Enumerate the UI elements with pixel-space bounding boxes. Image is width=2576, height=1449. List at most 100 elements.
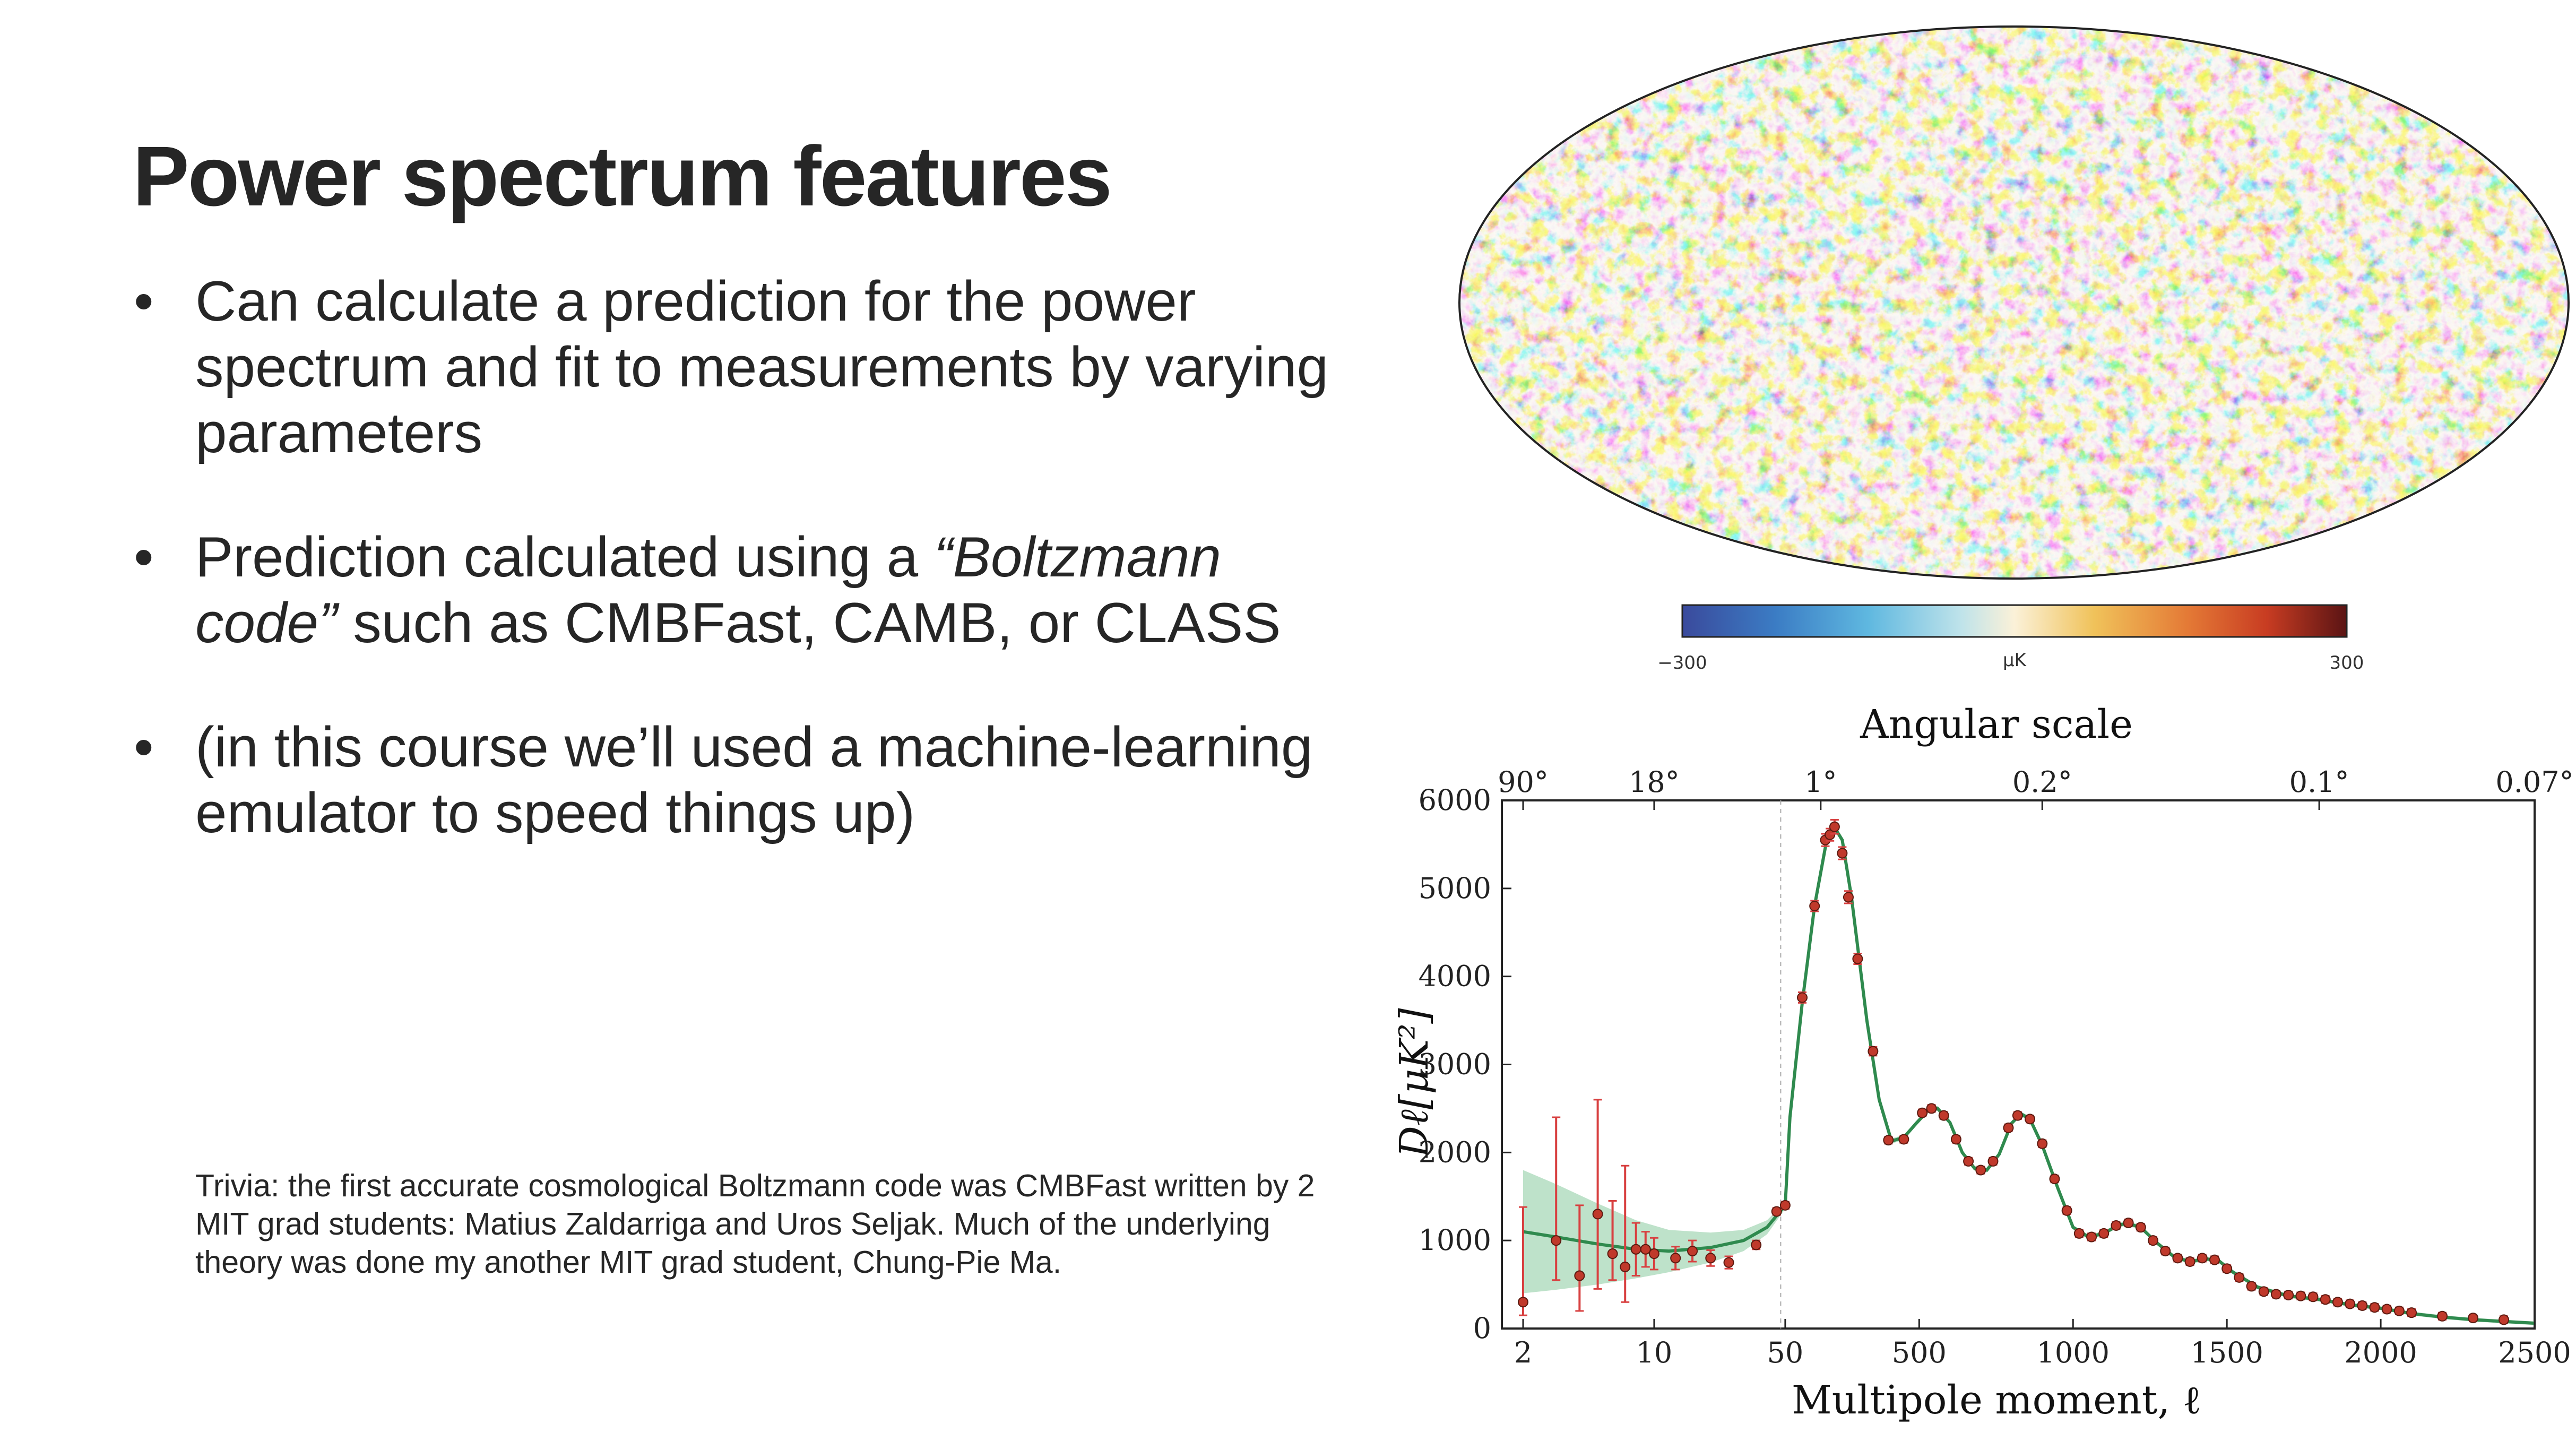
data-point [2049, 1174, 2060, 1185]
data-point [1640, 1244, 1651, 1255]
data-point [2123, 1218, 2134, 1228]
data-point [2332, 1297, 2343, 1308]
y-tick-label: 2000 [1419, 1135, 1491, 1169]
data-point [2283, 1289, 2294, 1300]
data-point [1837, 848, 1848, 859]
data-point [1797, 992, 1808, 1003]
colorbar-max-label: 300 [2330, 652, 2364, 674]
data-point [2160, 1246, 2171, 1257]
data-point [2499, 1314, 2510, 1325]
data-point [1926, 1103, 1937, 1114]
y-tick-label: 1000 [1419, 1223, 1491, 1257]
data-point [2270, 1289, 2281, 1300]
top-tick-label: 0.1° [2289, 765, 2349, 799]
data-point [1917, 1107, 1928, 1118]
x-tick-label: 2 [1514, 1336, 1532, 1369]
data-point [1592, 1209, 1603, 1220]
data-point [2061, 1205, 2072, 1216]
x-tick-label: 500 [1892, 1336, 1947, 1369]
data-point [1843, 892, 1854, 903]
bullet-text-1: Can calculate a prediction for the power… [195, 269, 1328, 464]
bullet-text-2a: Prediction calculated using a [195, 525, 934, 589]
data-point [2148, 1235, 2159, 1246]
top-tick-label: 0.2° [2012, 765, 2072, 799]
data-point [2307, 1291, 2319, 1303]
colorbar-unit-label: μK [2003, 650, 2027, 671]
data-point [2369, 1302, 2380, 1313]
data-point [1670, 1253, 1681, 1264]
colorbar-gradient [1681, 604, 2348, 638]
y-tick-label: 3000 [1419, 1048, 1491, 1081]
top-tick-label: 1° [1804, 765, 1837, 799]
data-point [2184, 1256, 2195, 1267]
data-point [2437, 1310, 2448, 1322]
data-point [1963, 1155, 1974, 1167]
y-tick-label: 0 [1473, 1312, 1491, 1345]
bullet-item-2: Prediction calculated using a “Boltzmann… [133, 524, 1353, 656]
data-point [2003, 1122, 2014, 1133]
slide-title: Power spectrum features [133, 128, 1112, 223]
bullet-item-1: Can calculate a prediction for the power… [133, 268, 1353, 465]
data-point [2197, 1253, 2208, 1264]
data-point [1852, 953, 1863, 964]
power-spectrum-chart: Angular scale Multipole moment, ℓ Dℓ[μK²… [1391, 702, 2574, 1423]
data-point [1825, 829, 1836, 840]
x-tick-label: 1000 [2037, 1336, 2110, 1369]
data-point [2320, 1294, 2331, 1305]
bullet-text-2-italic: “Boltzmann code” [195, 525, 1222, 654]
data-point [1751, 1239, 1762, 1250]
data-point [2295, 1290, 2306, 1301]
data-point [2172, 1253, 2183, 1264]
colorbar: −300 μK 300 [1657, 604, 2364, 674]
x-tick-label: 50 [1767, 1336, 1804, 1369]
y-tick-label: 4000 [1419, 960, 1491, 993]
x-tick-label: 10 [1636, 1336, 1673, 1369]
bullet-text-3: (in this course we’ll used a machine-lea… [195, 715, 1313, 844]
data-point [2234, 1272, 2245, 1283]
data-point [1518, 1297, 1528, 1308]
data-point [2073, 1228, 2085, 1239]
data-point [2345, 1298, 2356, 1309]
data-point [2468, 1313, 2479, 1324]
trivia-note: Trivia: the first accurate cosmological … [195, 1168, 1315, 1280]
data-point [2098, 1228, 2110, 1239]
data-point [2393, 1305, 2405, 1316]
y-axis-label: Dℓ[μK²] [1391, 1008, 1437, 1158]
data-point [1898, 1134, 1909, 1145]
y-tick-label: 6000 [1419, 783, 1491, 817]
top-tick-label: 18° [1629, 765, 1680, 799]
x-axis-label: Multipole moment, ℓ [1792, 1377, 2201, 1423]
data-point [1723, 1257, 1734, 1268]
x-tick-label: 2000 [2344, 1336, 2417, 1369]
chart-title: Angular scale [1860, 702, 2133, 747]
bullet-list: Can calculate a prediction for the power… [133, 268, 1353, 904]
bullet-text-2b: such as CMBFast, CAMB, or CLASS [337, 591, 1281, 654]
data-point [1630, 1244, 1641, 1255]
plot-area: 0 1000 2000 3000 4000 5000 6000 2 10 50 500 1000 150… [1419, 765, 2574, 1369]
top-tick-label: 90° [1498, 765, 1549, 799]
data-point [1551, 1235, 1562, 1246]
data-point [2381, 1304, 2392, 1315]
data-point [1607, 1248, 1618, 1260]
data-point [1779, 1200, 1791, 1211]
data-point [1950, 1134, 1961, 1145]
data-point [1648, 1248, 1659, 1260]
data-point [2246, 1281, 2257, 1292]
data-point [1883, 1135, 1894, 1146]
data-point [2135, 1222, 2146, 1233]
colorbar-min-label: −300 [1657, 652, 1707, 674]
data-point [1868, 1046, 1879, 1057]
data-point [2086, 1231, 2097, 1243]
data-point [2025, 1114, 2036, 1125]
data-point [2221, 1263, 2233, 1274]
sky-map-outline [1458, 25, 2570, 580]
y-tick-label: 5000 [1419, 872, 1491, 905]
sky-map-texture [1459, 27, 2569, 579]
data-point [1938, 1110, 1949, 1121]
bullet-item-3: (in this course we’ll used a machine-lea… [133, 714, 1353, 846]
data-point [2258, 1286, 2269, 1297]
data-point [2111, 1220, 2122, 1231]
data-point [2209, 1254, 2220, 1265]
data-point [2037, 1138, 2048, 1149]
x-tick-label: 1500 [2190, 1336, 2263, 1369]
